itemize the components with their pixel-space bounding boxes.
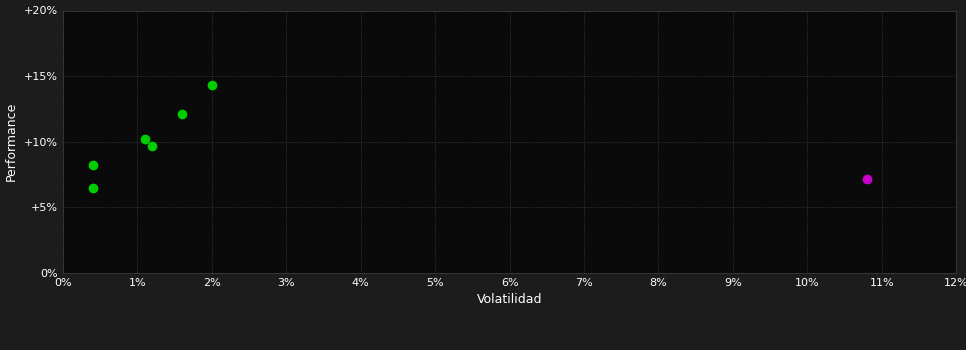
Point (204, 83, 219, 88)
Point (145, 143, 160, 148)
Point (137, 136, 153, 142)
Point (174, 111, 189, 117)
X-axis label: Volatilidad: Volatilidad (477, 293, 542, 306)
Point (860, 176, 875, 181)
Y-axis label: Performance: Performance (5, 102, 18, 181)
Point (85, 185, 100, 190)
Point (85, 162, 100, 168)
